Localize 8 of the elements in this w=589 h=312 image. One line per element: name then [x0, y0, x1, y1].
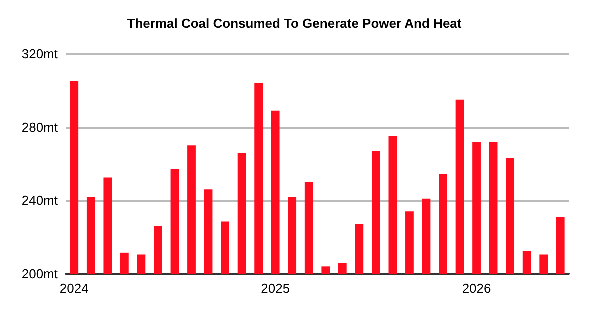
- chart-title: Thermal Coal Consumed To Generate Power And Heat: [127, 16, 462, 31]
- x-tick-label: 2025: [261, 281, 290, 296]
- y-tick-label: 200mt: [22, 266, 58, 282]
- x-tick-label: 2026: [462, 281, 492, 296]
- x-tick-label: 2024: [60, 281, 89, 296]
- y-tick-label: 280mt: [22, 120, 58, 135]
- y-tick-label: 320mt: [22, 46, 58, 62]
- y-tick-label: 240mt: [22, 193, 58, 208]
